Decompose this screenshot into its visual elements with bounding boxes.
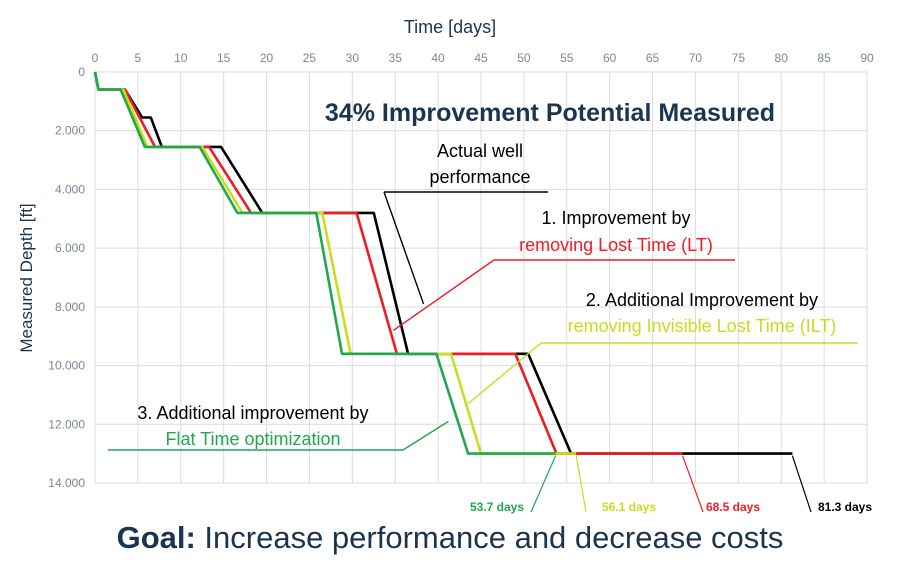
grid xyxy=(94,71,868,484)
annotation-line: 1. Improvement by xyxy=(541,208,690,228)
y-axis-title: Measured Depth [ft] xyxy=(17,203,36,352)
x-tick-label: 35 xyxy=(389,51,403,65)
x-axis-title: Time [days] xyxy=(403,17,497,37)
y-tick-label: 4.000 xyxy=(55,182,85,196)
end-label-text: 53.7 days xyxy=(470,500,524,514)
chart-title: 34% Improvement Potential Measured xyxy=(325,99,775,127)
annotation-line: removing Lost Time (LT) xyxy=(519,235,713,255)
end-label-leader xyxy=(682,455,704,513)
x-tick-label: 70 xyxy=(689,51,703,65)
x-tick-label: 5 xyxy=(135,51,142,65)
x-tick-label: 0 xyxy=(92,51,99,65)
x-tick-label: 50 xyxy=(517,51,531,65)
y-tick-label: 14.000 xyxy=(48,476,85,490)
x-tick-label: 30 xyxy=(346,51,360,65)
series-line-0 xyxy=(93,71,793,455)
annotation-leader xyxy=(393,259,495,331)
annotation-0: Actual well performance xyxy=(383,141,548,305)
annotation-1: 1. Improvement by removing Lost Time (LT) xyxy=(393,208,735,331)
annotation-leader xyxy=(402,420,449,451)
y-tick-label: 0 xyxy=(78,65,85,79)
goal-text: Increase performance and decrease costs xyxy=(195,520,784,555)
x-tick-label: 85 xyxy=(817,51,831,65)
y-tick-label: 8.000 xyxy=(55,300,85,314)
x-tick-label: 45 xyxy=(474,51,488,65)
series-line-2 xyxy=(93,71,577,455)
x-tick-label: 90 xyxy=(860,51,874,65)
y-tick-label: 10.000 xyxy=(48,359,85,373)
x-tick-label: 55 xyxy=(560,51,574,65)
y-tick-label: 6.000 xyxy=(55,241,85,255)
x-tick-label: 25 xyxy=(303,51,317,65)
x-tick-label: 15 xyxy=(217,51,231,65)
annotation-leader xyxy=(467,342,542,405)
end-label-leader xyxy=(530,455,557,513)
end-label-text: 56.1 days xyxy=(602,500,656,514)
end-label-leader xyxy=(575,455,587,513)
series-line-3 xyxy=(93,71,556,455)
y-tick-label: 2.000 xyxy=(55,124,85,138)
annotation-line: removing Invisible Lost Time (ILT) xyxy=(568,316,837,336)
x-tick-label: 75 xyxy=(732,51,746,65)
end-label-1: 56.1 days xyxy=(575,455,656,514)
annotation-3: 3. Additional improvement by Flat Time op… xyxy=(108,403,449,451)
series-lines xyxy=(93,71,793,455)
annotation-leader xyxy=(383,191,425,305)
end-label-3: 81.3 days xyxy=(791,455,872,514)
annotation-line: performance xyxy=(429,167,530,187)
end-label-0: 53.7 days xyxy=(470,455,557,514)
annotation-2: 2. Additional Improvement by removing Inv… xyxy=(467,290,858,405)
end-labels: 53.7 days 56.1 days 68.5 days 81.3 days xyxy=(470,455,872,514)
y-tick-label: 12.000 xyxy=(48,417,85,431)
annotation-line: Flat Time optimization xyxy=(165,429,340,449)
x-tick-label: 65 xyxy=(646,51,660,65)
end-label-text: 81.3 days xyxy=(818,500,872,514)
annotations: Actual well performance 1. Improvement by r… xyxy=(108,141,858,451)
annotation-line: 2. Additional Improvement by xyxy=(586,290,818,310)
x-tick-label: 10 xyxy=(174,51,188,65)
x-tick-label: 20 xyxy=(260,51,274,65)
series-line-1 xyxy=(93,71,683,455)
x-tick-label: 40 xyxy=(431,51,445,65)
y-tick-labels: 0 2.000 4.000 6.000 8.000 10.000 12.000 14.000 xyxy=(48,65,85,490)
annotation-line: 3. Additional improvement by xyxy=(137,403,368,423)
end-label-text: 68.5 days xyxy=(706,500,760,514)
x-tick-label: 60 xyxy=(603,51,617,65)
x-tick-label: 80 xyxy=(775,51,789,65)
end-label-2: 68.5 days xyxy=(682,455,760,514)
goal-label: Goal: xyxy=(116,520,196,555)
end-label-leader xyxy=(791,455,812,513)
x-tick-labels: 0 5 10 15 20 25 30 35 40 45 50 55 60 65 70 75 80 85 90 xyxy=(92,51,874,65)
goal-footer: Goal: Increase performance and decrease … xyxy=(0,520,900,556)
annotation-line: Actual well xyxy=(437,141,523,161)
